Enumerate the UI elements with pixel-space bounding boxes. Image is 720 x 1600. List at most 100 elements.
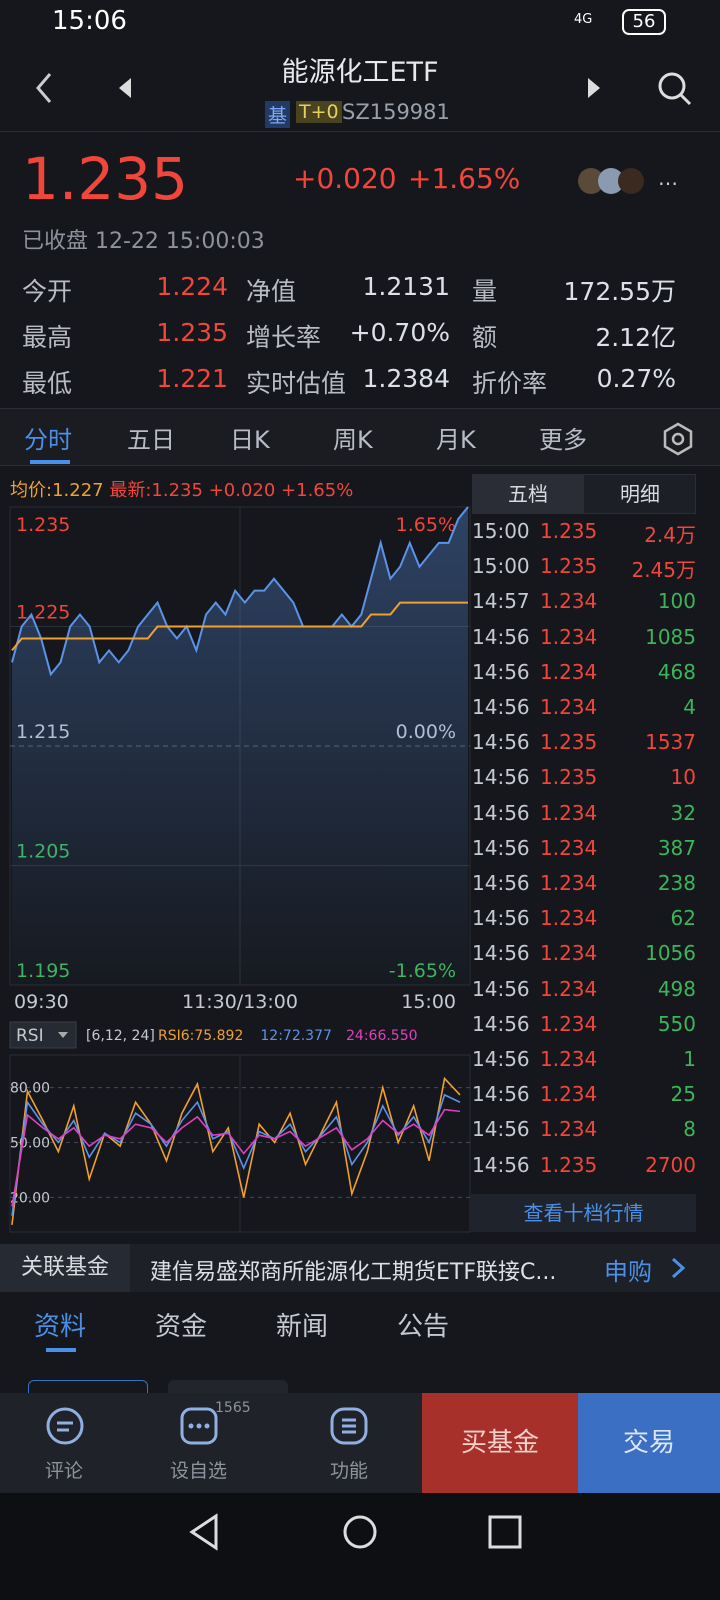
legend-label: RSI6:75.892: [158, 1028, 243, 1044]
price: 1.235: [22, 145, 189, 213]
nav-buttons[interactable]: [186, 1512, 526, 1552]
y2-tick-label: 1.65%: [396, 514, 456, 536]
x-tick-label: 09:30: [14, 991, 69, 1013]
tab[interactable]: 日K: [230, 426, 270, 454]
book-price: 1.234: [540, 941, 598, 966]
series-line: [11, 506, 469, 677]
stat-value: 1.235: [156, 318, 228, 347]
nav-item[interactable]: 评论: [45, 1460, 84, 1482]
stat-value: +0.70%: [349, 318, 450, 347]
search-button[interactable]: [656, 70, 694, 108]
book-price: 1.234: [540, 695, 598, 719]
info-tab[interactable]: 资金: [155, 1312, 208, 1342]
book-price: 1.235: [540, 765, 598, 790]
stat-label: 最低: [22, 369, 73, 398]
network: 4G: [574, 12, 593, 27]
book-volume: 25: [670, 1082, 696, 1107]
book-price: 1.234: [540, 589, 598, 614]
stat-value: 0.27%: [596, 364, 676, 393]
card: [28, 1380, 148, 1400]
stat-label: 折价率: [472, 369, 548, 398]
book-price: 1.234: [540, 1082, 598, 1107]
dropdown-arrow: [58, 1032, 68, 1038]
next-button[interactable]: [584, 76, 604, 100]
tag: T+0: [296, 101, 342, 123]
change-pct: +1.65%: [408, 162, 521, 195]
book-volume: 8: [683, 1117, 696, 1142]
legend-label: 12:72.377: [260, 1028, 332, 1044]
stat-label: 实时估值: [246, 369, 347, 398]
rsi-line: [11, 1076, 461, 1225]
book-volume: 238: [657, 871, 696, 895]
tab[interactable]: 分时: [24, 426, 72, 454]
stat-label: 增长率: [246, 323, 322, 352]
last-label: 最新:1.235: [109, 480, 203, 501]
book-tab[interactable]: 明细: [620, 482, 660, 506]
tab-bar: [0, 408, 720, 466]
book-price: 1.235: [540, 730, 598, 755]
nav-item[interactable]: 功能: [330, 1460, 369, 1482]
book-volume: 468: [657, 659, 696, 684]
more-button[interactable]: 查看十档行情: [471, 1194, 696, 1232]
stat-value: 1.2131: [362, 272, 450, 301]
subscribe[interactable]: 申购: [604, 1258, 652, 1286]
book-tab[interactable]: 五档: [472, 474, 584, 514]
settings-button[interactable]: [660, 421, 696, 457]
book-price: 1.234: [540, 1047, 598, 1071]
info-tab[interactable]: 公告: [397, 1312, 450, 1342]
chart-legend: 均价:1.227 最新:1.235 +0.020 +1.65%: [10, 476, 353, 502]
book-time: 14:56: [472, 730, 530, 755]
book-price: 1.234: [540, 871, 598, 895]
book-volume: 32: [670, 800, 696, 825]
function-icon: [330, 1407, 368, 1445]
prev-button[interactable]: [115, 76, 135, 100]
book-time: 14:56: [472, 1011, 530, 1036]
tab[interactable]: 五日: [127, 426, 175, 454]
book-time: 14:56: [472, 659, 530, 684]
series-line: [11, 601, 468, 652]
y-tick-label: 80.00: [10, 1081, 50, 1097]
book-time: 14:56: [472, 765, 530, 790]
book-price: 1.234: [540, 976, 598, 1001]
tab[interactable]: 更多: [539, 426, 587, 454]
stat-label: 量: [472, 277, 498, 306]
tab-underline: [46, 1348, 76, 1352]
stat-value: 1.224: [156, 272, 228, 301]
book-price: 1.234: [540, 906, 598, 931]
book-price: 1.234: [540, 624, 598, 649]
trade-button[interactable]: 交易: [578, 1393, 720, 1493]
book-volume: 62: [670, 906, 696, 931]
pct-label: +1.65%: [281, 480, 354, 501]
change-label: +0.020: [208, 480, 276, 501]
stat-value: 2.12亿: [595, 323, 676, 352]
avatars[interactable]: …: [576, 166, 688, 196]
battery: 56: [622, 9, 666, 35]
book-price: 1.235: [540, 1152, 598, 1177]
watch-icon: [180, 1407, 218, 1445]
tab[interactable]: 月K: [436, 426, 476, 454]
book-time: 15:00: [472, 554, 530, 579]
stat-label: 最高: [22, 323, 73, 352]
market-state: 已收盘 12-22 15:00:03: [22, 229, 265, 254]
book-volume: 4: [683, 695, 696, 719]
book-time: 14:56: [472, 906, 530, 931]
book-volume: 2.45万: [631, 558, 696, 583]
book-volume: 387: [657, 835, 696, 860]
tab[interactable]: 周K: [333, 426, 373, 454]
info-tab[interactable]: 资料: [34, 1312, 87, 1342]
book-time: 14:56: [472, 871, 530, 895]
indicator-name[interactable]: RSI: [16, 1026, 44, 1046]
book-volume: 100: [657, 589, 696, 614]
book-volume: 2.4万: [644, 523, 696, 547]
tag: 基: [265, 101, 291, 128]
back-button[interactable]: [30, 70, 60, 106]
book-volume: 2700: [645, 1152, 696, 1177]
related-name: 建信易盛郑商所能源化工期货ETF联接C...: [150, 1260, 557, 1285]
book-price: 1.234: [540, 1117, 598, 1142]
y-tick-label: 50.00: [10, 1136, 50, 1152]
buy-button[interactable]: 买基金: [422, 1393, 578, 1493]
nav-item[interactable]: 设自选: [170, 1460, 228, 1482]
rsi-line: [11, 1108, 461, 1207]
info-tab[interactable]: 新闻: [276, 1312, 329, 1342]
